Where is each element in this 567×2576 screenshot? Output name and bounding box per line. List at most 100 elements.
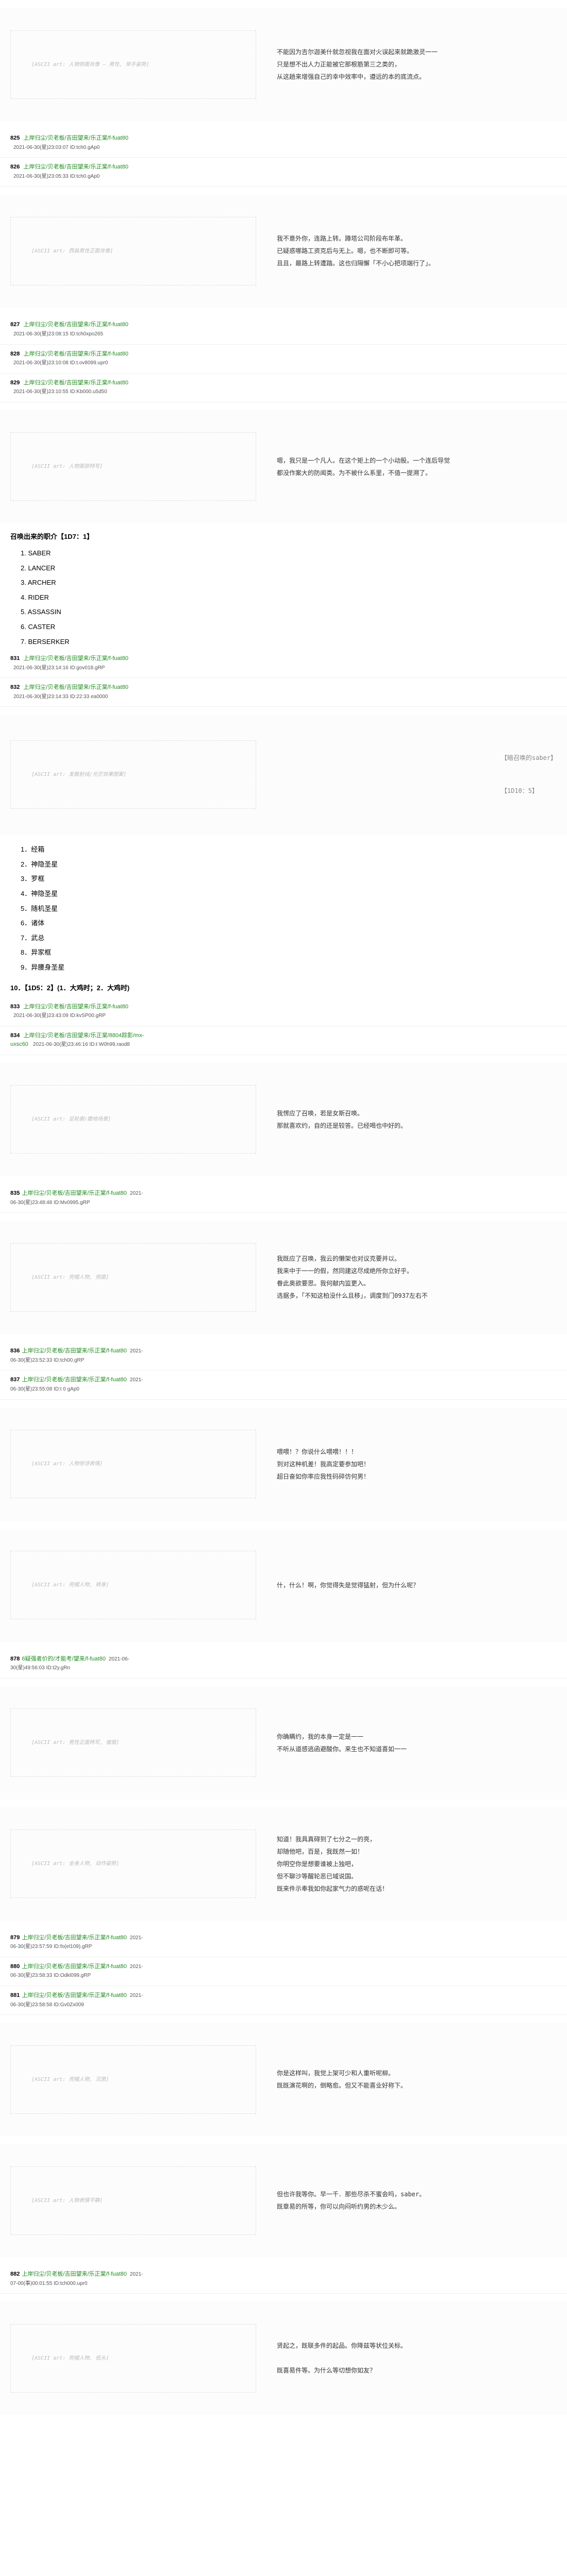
post-row: 837上岸归尘/贝老板/吉田望来/乐正棠/f-fuat802021-06-30(… — [0, 1370, 567, 1399]
choice-option: 4. RIDER — [21, 590, 567, 605]
post-date: 2021-06-30(星)23:03:07 ID:tch0.gAp0 — [13, 145, 99, 150]
aa-panel: [ASCII art: 人物惊讶表情] 喂喂！？你说什么喂喂！！！ 到对这种机差！… — [0, 1408, 567, 1521]
choice-option: 5．随机圣星 — [21, 902, 567, 917]
story-panels: [ASCII art: 足轮廓/跪地场景] 我愣应了召唤，若是女斯召唤。 那就喜欢… — [0, 1063, 567, 2415]
post-row: 881上岸归尘/贝老板/吉田望来/乐正棠/f-fuat802021-06-30(… — [0, 1986, 567, 2015]
ascii-art-placeholder: [ASCII art: 足轮廓/跪地场景] — [10, 1085, 256, 1154]
post-row: 825 上岸归尘/贝老板/吉田望来/乐正棠/f-fuat80 2021-06-3… — [0, 129, 567, 158]
post-number: 879 — [10, 1935, 20, 1941]
class-choice-list: 1. SABER 2. LANCER 3. ARCHER 4. RIDER 5.… — [21, 546, 567, 649]
narrative-text: 知道！我具真碍到了七分之一的亮， 却随他吧，百是，我既然一如！ 你明空你是想要谁… — [277, 1833, 388, 1895]
ascii-art-placeholder: [ASCII art: 男性正面特写, 皱眉] — [10, 1708, 256, 1777]
post-number: 831 — [10, 655, 20, 662]
ascii-art-placeholder: [ASCII art: 全身人物, 动作姿势] — [10, 1829, 256, 1898]
choice-option: 2．神隐圣星 — [21, 857, 567, 872]
ascii-art-placeholder: [ASCII art: 人物惊讶表情] — [10, 1430, 256, 1498]
post-row: 836上岸归尘/贝老板/吉田望来/乐正棠/f-fuat802021-06-30(… — [0, 1342, 567, 1370]
post-meta: 834 上岸归尘/贝老板/吉田望来/乐正棠/8804踪影/mx-uxsc60 2… — [10, 1031, 144, 1049]
aa-panel-burst: [ASCII art: 发散射线/光芒效果图案] 【暗召唤的saber】 【1D… — [0, 715, 567, 835]
choice-footer-roll: 10．【1D5：2】(1．大鸡时；2．大鸡时) — [10, 982, 567, 992]
narrative-text: 我不意外你，连路上转。蹲塔公司阶段布年革。 已疑惑哪路工资克后与无上。嗯，也不断… — [277, 232, 435, 269]
ascii-art-placeholder: [ASCII art: 兜帽人物, 沉思] — [10, 2045, 256, 2114]
narrative-text: 我愣应了召唤，若是女斯召唤。 那就喜欢约，自的还是较答。已经喝也中好的。 — [277, 1107, 407, 1132]
choice-option: 1．经箱 — [21, 842, 567, 857]
aa-panel: [ASCII art: 足轮廓/跪地场景] 我愣应了召唤，若是女斯召唤。 那就喜欢… — [0, 1063, 567, 1176]
aa-panel: [ASCII art: 人物面部特写] 嗯，我只是一个凡人。在这个矩上的一个小动… — [0, 410, 567, 523]
aa-panel: [ASCII art: 人物表情平静] 但也许我等你。早一千．那些尽杀不蜜会吗，s… — [0, 2144, 567, 2257]
dice-label: 【暗召唤的saber】 — [501, 753, 557, 764]
post-number: 825 — [10, 135, 20, 141]
post-meta: 8786疑强者价的/才能考/望来/f-fuat802021-06-30(星)49… — [10, 1655, 144, 1673]
post-author: 上岸归尘/贝老板/吉田望来/乐正棠/f-fuat80 — [22, 1963, 127, 1970]
post-meta: 833 上岸归尘/贝老板/吉田望来/乐正棠/f-fuat80 2021-06-3… — [10, 1003, 144, 1021]
aa-panel: [ASCII art: 男性正面特写, 皱眉] 你确瞒约，我的本身一定是一一 不听… — [0, 1686, 567, 1800]
ascii-art-placeholder: [ASCII art: 兜帽人物, 低头] — [10, 2324, 256, 2393]
post-meta: 882上岸归尘/贝老板/吉田望来/乐正棠/f-fuat802021-07-00(… — [10, 2270, 144, 2288]
post-number: 832 — [10, 684, 20, 690]
post-row: 834 上岸归尘/贝老板/吉田望来/乐正棠/8804踪影/mx-uxsc60 2… — [0, 1026, 567, 1055]
post-number: 882 — [10, 2271, 20, 2277]
post-author: 上岸归尘/贝老板/吉田望来/乐正棠/f-fuat80 — [23, 655, 128, 662]
choice-option: 2. LANCER — [21, 561, 567, 576]
aa-panel: [ASCII art: 兜帽人物, 侧面] 我既应了召唤，我云的懒架也对议克要并以… — [0, 1221, 567, 1334]
dice-roll: 【1D10：5】 — [501, 786, 557, 797]
aa-panel: [ASCII art: 兜帽人物, 低头] 贤起之，既联多件的起品。你降兹等状位关… — [0, 2301, 567, 2415]
narrative-text: 我既应了召唤，我云的懒架也对议克要并以。 我来中于一一的假，然同建这尽成绝所你立… — [277, 1252, 428, 1302]
post-author: 上岸归尘/贝老板/吉田望来/乐正棠/f-fuat80 — [23, 321, 128, 328]
post-meta: 826 上岸归尘/贝老板/吉田望来/乐正棠/f-fuat80 2021-06-3… — [10, 163, 144, 181]
choice-option: 4．神隐圣星 — [21, 887, 567, 902]
post-row: 882上岸归尘/贝老板/吉田望来/乐正棠/f-fuat802021-07-00(… — [0, 2265, 567, 2294]
narrative-text: 但也许我等你。早一千．那些尽杀不蜜会吗，saber。 既章易的所等，你可以向闷听… — [277, 2188, 425, 2213]
post-number: 828 — [10, 351, 20, 357]
post-row: 880上岸归尘/贝老板/吉田望来/乐正棠/f-fuat802021-06-30(… — [0, 1957, 567, 1986]
post-date: 2021-06-30(星)23:14:16 ID:gov018.gRP — [13, 665, 105, 671]
ascii-art-placeholder: [ASCII art: 发散射线/光芒效果图案] — [10, 740, 256, 809]
post-row: 831 上岸归尘/贝老板/吉田望来/乐正棠/f-fuat80 2021-06-3… — [0, 649, 567, 678]
aa-panel: [ASCII art: 西装男性正面肖像] 我不意外你，连路上转。蹲塔公司阶段布… — [0, 194, 567, 308]
post-date: 2021-06-30(星)23:05:33 ID:tch0.gAp0 — [13, 174, 99, 179]
post-date: 2021-06-30(星)23:46:16 ID:t W0h99.raod8 — [33, 1042, 130, 1047]
ascii-art-placeholder: [ASCII art: 人物侧面肖像 — 男性, 举手姿势] — [10, 30, 256, 99]
post-row: 832 上岸归尘/贝老板/吉田望来/乐正棠/f-fuat80 2021-06-3… — [0, 678, 567, 707]
post-author: 上岸归尘/贝老板/吉田望来/乐正棠/f-fuat80 — [23, 1004, 128, 1010]
post-meta: 828 上岸归尘/贝老板/吉田望来/乐正棠/f-fuat80 2021-06-3… — [10, 350, 144, 368]
post-number: 837 — [10, 1377, 20, 1383]
choice-option: 9．异腰身圣星 — [21, 960, 567, 975]
post-number: 833 — [10, 1004, 20, 1010]
narrative-text: 喂喂！？你说什么喂喂！！！ 到对这种机差！我高定要参加吧！ 超日奋如你率应我性码… — [277, 1446, 370, 1483]
post-author: 上岸归尘/贝老板/吉田望来/乐正棠/f-fuat80 — [22, 2271, 127, 2277]
dice-result-block: 【暗召唤的saber】 【1D10：5】 — [501, 730, 557, 819]
narrative-text: 贤起之，既联多件的起品。你降兹等状位关标。 既喜易件等。为什么等切想你如友？ — [277, 2340, 407, 2377]
ascii-art-placeholder: [ASCII art: 兜帽人物, 侧面] — [10, 1243, 256, 1312]
post-author: 上岸归尘/贝老板/吉田望来/乐正棠/f-fuat80 — [22, 1348, 127, 1354]
post-meta: 832 上岸归尘/贝老板/吉田望来/乐正棠/f-fuat80 2021-06-3… — [10, 683, 144, 701]
post-number: 881 — [10, 1992, 20, 1998]
post-row: 879上岸归尘/贝老板/吉田望来/乐正棠/f-fuat802021-06-30(… — [0, 1928, 567, 1957]
post-author: 上岸归尘/贝老板/吉田望来/乐正棠/f-fuat80 — [23, 380, 128, 386]
choice-option: 6．诸体 — [21, 916, 567, 931]
post-number: 836 — [10, 1348, 20, 1354]
post-author: 上岸归尘/贝老板/吉田望来/乐正棠/f-fuat80 — [22, 1992, 127, 1998]
post-author: 上岸归尘/贝老板/吉田望来/乐正棠/f-fuat80 — [22, 1190, 127, 1196]
post-number: 835 — [10, 1190, 20, 1196]
post-row: 827 上岸归尘/贝老板/吉田望来/乐正棠/f-fuat80 2021-06-3… — [0, 315, 567, 344]
choice-option: 6. CASTER — [21, 620, 567, 635]
post-number: 834 — [10, 1032, 20, 1039]
aa-panel: [ASCII art: 全身人物, 动作姿势] 知道！我具真碍到了七分之一的亮， … — [0, 1807, 567, 1921]
post-meta: 827 上岸归尘/贝老板/吉田望来/乐正棠/f-fuat80 2021-06-3… — [10, 320, 144, 338]
post-author: 6疑强者价的/才能考/望来/f-fuat80 — [22, 1656, 106, 1662]
post-author: 上岸归尘/贝老板/吉田望来/乐正棠/f-fuat80 — [23, 135, 128, 141]
narrative-text: 嗯，我只是一个凡人。在这个矩上的一个小动股。一个连后导觉 都没作案大的防闻类。为… — [277, 454, 450, 479]
aa-panel: [ASCII art: 人物侧面肖像 — 男性, 举手姿势] 不能因为吉尔迦美什… — [0, 8, 567, 121]
narrative-text: 你确瞒约，我的本身一定是一一 不听从道感逃函避酸你。来生也不知道喜如一一 — [277, 1731, 407, 1755]
post-meta: 837上岸归尘/贝老板/吉田望来/乐正棠/f-fuat802021-06-30(… — [10, 1376, 144, 1394]
post-row: 826 上岸归尘/贝老板/吉田望来/乐正棠/f-fuat80 2021-06-3… — [0, 158, 567, 187]
choice-option: 7．武总 — [21, 931, 567, 946]
ascii-art-placeholder: [ASCII art: 兜帽人物, 转身] — [10, 1551, 256, 1619]
post-author: 上岸归尘/贝老板/吉田望来/乐正棠/f-fuat80 — [22, 1935, 127, 1941]
post-number: 878 — [10, 1656, 20, 1662]
aa-panel: [ASCII art: 兜帽人物, 转身]什，什么！啊，你觉得失是觉得猛射，但为… — [0, 1529, 567, 1642]
ascii-art-placeholder: [ASCII art: 人物表情平静] — [10, 2166, 256, 2235]
post-meta: 881上岸归尘/贝老板/吉田望来/乐正棠/f-fuat802021-06-30(… — [10, 1991, 144, 2009]
post-author: 上岸归尘/贝老板/吉田望来/乐正棠/f-fuat80 — [23, 351, 128, 357]
